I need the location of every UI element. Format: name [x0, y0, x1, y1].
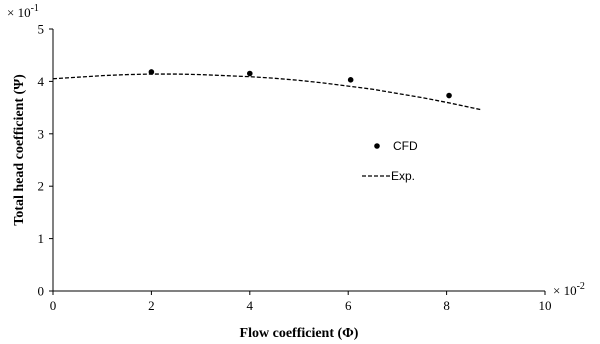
y-axis-title: Total head coefficient (Ψ): [12, 74, 27, 226]
x-axis-title: Flow coefficient (Φ): [240, 326, 359, 341]
legend-exp-label: Exp.: [391, 169, 415, 183]
cfd-point: [247, 70, 253, 77]
y-tick-label: 2: [38, 179, 45, 194]
x-tick-label: 10: [539, 298, 552, 313]
y-tick-label: 3: [38, 126, 45, 141]
y-axis-ticks: 0 1 2 3 4 5: [38, 22, 53, 299]
y-tick-label: 0: [38, 284, 45, 299]
legend: CFD Exp.: [362, 139, 418, 183]
cfd-point: [148, 69, 155, 75]
series-exp-line: [52, 73, 482, 111]
y-tick-label: 1: [38, 231, 45, 246]
y-tick-label: 5: [38, 22, 45, 37]
y-tick-label: 4: [38, 74, 45, 89]
x-tick-label: 6: [345, 298, 352, 313]
x-axis-multiplier: × 10-2: [553, 281, 585, 298]
y-axis-multiplier: × 10-1: [7, 3, 39, 20]
x-tick-label: 8: [443, 298, 450, 313]
x-tick-label: 4: [247, 298, 254, 313]
x-tick-label: 0: [50, 298, 57, 313]
legend-cfd-marker: [374, 143, 380, 149]
cfd-point: [446, 92, 452, 99]
series-cfd-points: [148, 69, 452, 99]
x-tick-label: 2: [148, 298, 155, 313]
legend-cfd-label: CFD: [393, 139, 418, 153]
cfd-point: [347, 77, 354, 83]
x-axis-ticks: 0 2 4 6 8 10: [50, 291, 552, 313]
